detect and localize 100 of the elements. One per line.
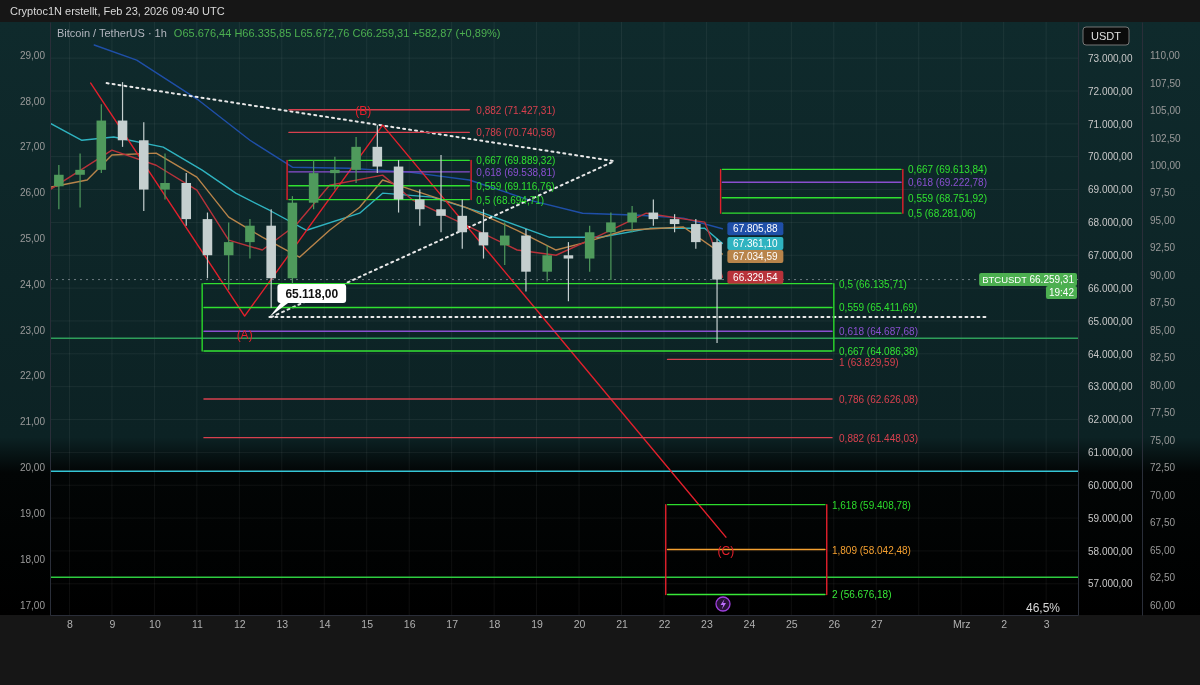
y3-tick-label: 105,00 bbox=[1150, 105, 1182, 117]
y-tick-label: 58.000,00 bbox=[1088, 545, 1133, 557]
y2-tick-label: 21,00 bbox=[19, 416, 46, 428]
y-tick-label: 57.000,00 bbox=[1088, 578, 1133, 590]
y-tick-label: 60.000,00 bbox=[1088, 479, 1133, 491]
y2-tick-label: 20,00 bbox=[19, 462, 46, 474]
y2-tick-label: 29,00 bbox=[19, 49, 46, 61]
y-tick-label: 59.000,00 bbox=[1088, 512, 1133, 524]
text: O65.676,44 H66.335,85 L65.672,76 C66.259,31 +582,87 (+0,89%) bbox=[173, 27, 501, 39]
y3-tick-label: 85,00 bbox=[1150, 324, 1176, 336]
y2-tick-label: 27,00 bbox=[19, 141, 46, 153]
y-tick-label: 71.000,00 bbox=[1088, 118, 1133, 130]
annotation: 65.118,00 bbox=[285, 287, 339, 302]
x-tick-label: 23 bbox=[701, 618, 713, 631]
y3-tick-label: 80,00 bbox=[1150, 379, 1176, 391]
y3-tick-label: 70,00 bbox=[1150, 489, 1176, 501]
y3-tick-label: 82,50 bbox=[1150, 352, 1176, 364]
x-tick-label: 19 bbox=[531, 618, 544, 631]
y-tick-label: 69.000,00 bbox=[1088, 184, 1133, 196]
x-tick-label: 27 bbox=[870, 618, 883, 631]
y3-tick-label: 60,00 bbox=[1150, 599, 1176, 611]
annotation: 19:42 bbox=[1048, 287, 1075, 298]
y-tick-label: 70.000,00 bbox=[1088, 151, 1133, 163]
x-tick-label: 17 bbox=[446, 618, 459, 631]
series-label: 0,618 (69.538,81) bbox=[476, 166, 556, 178]
y-tick-label: 61.000,00 bbox=[1088, 447, 1133, 459]
annotation: BTCUSDT bbox=[982, 274, 1028, 285]
y2-tick-label: 19,00 bbox=[19, 507, 46, 519]
y2-tick-label: 26,00 bbox=[19, 187, 46, 199]
y3-tick-label: 87,50 bbox=[1150, 297, 1176, 309]
data-label: 67.805,88 bbox=[733, 223, 779, 235]
y-tick-label: 65.000,00 bbox=[1088, 315, 1133, 327]
series-label: 0,559 (65.411,69) bbox=[839, 302, 918, 314]
data-label: 66.329,54 bbox=[733, 271, 779, 283]
y3-tick-label: 110,00 bbox=[1150, 50, 1181, 62]
y-tick-label: 72.000,00 bbox=[1088, 85, 1133, 97]
x-tick-label: 16 bbox=[403, 618, 416, 631]
y3-tick-label: 75,00 bbox=[1150, 434, 1176, 446]
x-tick-label: 24 bbox=[743, 618, 756, 631]
y3-tick-label: 107,50 bbox=[1150, 77, 1182, 89]
x-tick-label: 8 bbox=[67, 618, 74, 631]
series-label: 0,5 (68.281,06) bbox=[908, 208, 976, 220]
x-tick-label: 25 bbox=[786, 618, 798, 631]
series-label: 1,809 (58.042,48) bbox=[831, 544, 911, 556]
series-label: 1 (63.829,59) bbox=[839, 356, 899, 368]
y2-tick-label: 17,00 bbox=[19, 599, 46, 611]
y-tick-label: 67.000,00 bbox=[1088, 249, 1133, 261]
x-tick-label: 3 bbox=[1043, 618, 1050, 631]
x-tick-label: 11 bbox=[191, 618, 203, 631]
series-label: 0,5 (66.135,71) bbox=[839, 278, 907, 290]
y3-tick-label: 100,00 bbox=[1150, 160, 1182, 171]
series-label: 0,882 (61.448,03) bbox=[839, 432, 919, 444]
y-tick-label: 66.000,00 bbox=[1088, 282, 1133, 294]
y2-tick-label: 24,00 bbox=[19, 278, 46, 290]
series-label: 0,786 (70.740,58) bbox=[476, 127, 556, 139]
y3-tick-label: 72,50 bbox=[1150, 462, 1176, 474]
text: Bitcoin / TetherUS · 1h bbox=[57, 27, 167, 39]
y-tick-label: 68.000,00 bbox=[1088, 217, 1133, 229]
x-tick-label: 21 bbox=[616, 618, 628, 631]
x-tick-label: Mrz bbox=[952, 618, 971, 631]
y3-tick-label: 62,50 bbox=[1150, 572, 1176, 584]
y-tick-label: 63.000,00 bbox=[1088, 381, 1133, 393]
x-tick-label: 20 bbox=[573, 618, 586, 631]
annotation: 66.259,31 bbox=[1029, 274, 1075, 285]
y3-tick-label: 65,00 bbox=[1150, 544, 1176, 556]
y3-tick-label: 90,00 bbox=[1150, 269, 1176, 281]
x-tick-label: 12 bbox=[233, 618, 246, 631]
x-tick-label: 13 bbox=[276, 618, 289, 631]
series-label: 0,559 (68.751,92) bbox=[908, 192, 988, 204]
series-label: 0,882 (71.427,31) bbox=[476, 104, 556, 116]
series-label: 0,618 (64.687,68) bbox=[839, 326, 919, 338]
y3-tick-label: 67,50 bbox=[1150, 517, 1176, 529]
x-tick-label: 2 bbox=[1001, 618, 1008, 631]
y2-tick-label: 18,00 bbox=[19, 553, 46, 565]
x-tick-label: 26 bbox=[828, 618, 841, 631]
text: Cryptoc1N erstellt, Feb 23, 2026 09:40 UTC bbox=[10, 5, 225, 17]
series-label: 0,667 (69.889,32) bbox=[476, 155, 556, 167]
x-tick-label: 18 bbox=[488, 618, 501, 631]
data-label: 67.034,59 bbox=[733, 250, 779, 262]
y3-tick-label: 97,50 bbox=[1150, 187, 1176, 199]
series-label: 0,667 (64.086,38) bbox=[839, 345, 919, 357]
y-tick-label: 73.000,00 bbox=[1088, 52, 1133, 64]
y3-tick-label: 95,00 bbox=[1150, 214, 1176, 226]
y3-tick-label: 102,50 bbox=[1150, 132, 1182, 144]
series-label: 0,618 (69.222,78) bbox=[908, 177, 988, 189]
x-tick-label: 9 bbox=[109, 618, 116, 631]
series-label: 2 (56.676,18) bbox=[831, 589, 892, 601]
series-label: 0,786 (62.626,08) bbox=[839, 393, 919, 405]
series-label: 1,618 (59.408,78) bbox=[831, 499, 911, 511]
y-axis-title: USDT bbox=[1091, 30, 1122, 42]
x-tick-label: 10 bbox=[149, 618, 161, 631]
y3-tick-label: 92,50 bbox=[1150, 242, 1176, 254]
y2-tick-label: 28,00 bbox=[19, 95, 46, 107]
y2-tick-label: 22,00 bbox=[19, 370, 46, 382]
x-tick-label: 15 bbox=[361, 618, 374, 631]
data-label: 67.361,10 bbox=[733, 237, 779, 249]
y2-tick-label: 25,00 bbox=[19, 233, 46, 244]
annotation: 46,5% bbox=[1025, 601, 1061, 615]
series-label: 0,667 (69.613,84) bbox=[908, 164, 988, 176]
x-tick-label: 14 bbox=[318, 618, 331, 631]
